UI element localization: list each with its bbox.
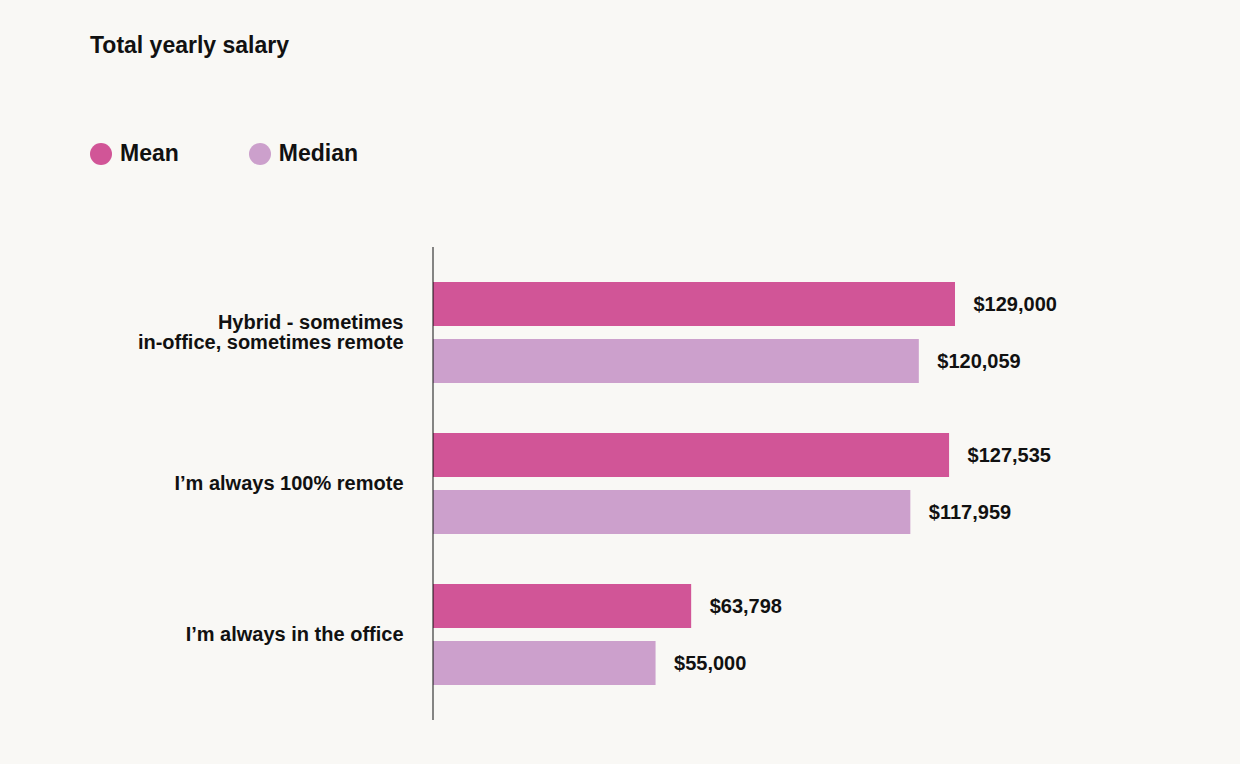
svg-text:$55,000: $55,000 (674, 652, 746, 674)
svg-text:$120,059: $120,059 (937, 350, 1020, 372)
html-text:Mean: Mean (120, 140, 179, 166)
svg-text:I’m always in the office: I’m always in the office (186, 623, 404, 645)
html-text:Total yearly salary: Total yearly salary (90, 32, 289, 58)
svg-text:$127,535: $127,535 (968, 444, 1051, 466)
svg-text:Hybrid - sometimesin-office, s: Hybrid - sometimesin-office, sometimes r… (138, 311, 404, 353)
svg-text:$129,000: $129,000 (974, 293, 1057, 315)
svg-text:$117,959: $117,959 (929, 501, 1011, 523)
svg-text:$63,798: $63,798 (710, 595, 782, 617)
svg-text:I’m always 100% remote: I’m always 100% remote (174, 472, 403, 494)
html-text:Median: Median (278, 140, 358, 166)
